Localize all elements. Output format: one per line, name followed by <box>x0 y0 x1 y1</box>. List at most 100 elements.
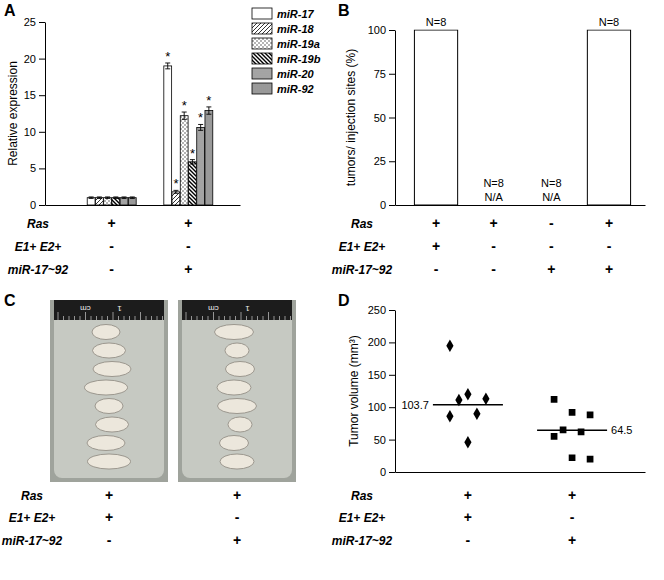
ruler-tick <box>285 316 286 320</box>
legend: miR-17miR-18miR-19amiR-19bmiR-20miR-92 <box>252 8 321 95</box>
ruler-tick <box>135 316 136 320</box>
ruler-label: cm <box>80 304 91 313</box>
ruler-tick <box>246 316 247 320</box>
ruler-tick <box>63 316 64 320</box>
y-tick-mark <box>389 375 395 376</box>
y-tick: 100 <box>368 401 395 413</box>
y-tick: 75 <box>374 68 395 80</box>
condition-value: - <box>434 261 439 277</box>
y-axis: 0255075100 <box>368 24 396 211</box>
legend-swatch <box>252 38 272 49</box>
error-bar <box>105 197 110 198</box>
y-tick: 5 <box>30 162 45 174</box>
legend-swatch <box>252 53 272 64</box>
condition-value: + <box>568 532 576 548</box>
panel-label: D <box>338 292 350 309</box>
condition-label: miR-17~92 <box>8 263 69 277</box>
significance: * <box>165 49 170 64</box>
y-tick-label: 250 <box>368 304 386 316</box>
ruler-tick <box>290 316 291 320</box>
x-axis <box>396 205 646 206</box>
y-tick-label: 25 <box>374 155 386 167</box>
legend-swatch <box>252 83 272 94</box>
bar <box>95 198 103 205</box>
bar <box>104 198 112 205</box>
n-label: N=8 <box>426 16 447 28</box>
x-axis <box>46 205 241 206</box>
ruler-tick <box>113 312 114 320</box>
tumor <box>93 343 126 358</box>
ruler-tick <box>252 316 253 320</box>
ruler-tick <box>129 316 130 320</box>
ruler-label: 1 <box>245 304 250 313</box>
condition-label: Ras <box>351 489 373 503</box>
y-tick-mark <box>389 74 395 75</box>
bar <box>120 198 128 205</box>
error-bar <box>122 197 127 198</box>
condition-value: + <box>464 509 472 525</box>
y-tick-mark <box>389 407 395 408</box>
ruler-tick <box>96 316 97 320</box>
bar <box>172 192 180 205</box>
y-tick-mark <box>39 95 45 96</box>
legend-label: miR-92 <box>277 83 314 95</box>
condition-label: Ras <box>351 217 373 231</box>
condition-value: - <box>466 532 471 548</box>
y-tick-mark <box>389 472 395 473</box>
y-tick: 10 <box>24 126 45 138</box>
dish <box>54 304 164 478</box>
ruler-tick <box>268 312 269 320</box>
y-tick-label: 100 <box>368 401 386 413</box>
ruler-tick <box>157 316 158 320</box>
ruler <box>54 300 164 320</box>
ruler-tick <box>274 316 275 320</box>
y-tick-label: 25 <box>24 16 36 28</box>
dish <box>182 304 292 478</box>
y-tick: 50 <box>374 434 395 446</box>
point <box>446 339 453 351</box>
y-tick: 250 <box>368 304 395 316</box>
condition-label: miR-17~92 <box>2 534 63 548</box>
bar <box>164 66 172 205</box>
condition-value: + <box>184 261 192 277</box>
y-tick-mark <box>39 59 45 60</box>
y-tick-mark <box>389 440 395 441</box>
legend-label: miR-18 <box>277 23 315 35</box>
error-bar <box>113 197 118 198</box>
bar <box>112 198 120 205</box>
y-tick-label: 0 <box>30 199 36 211</box>
y-tick: 200 <box>368 336 395 348</box>
y-tick: 0 <box>30 199 45 211</box>
ruler-tick <box>279 316 280 320</box>
y-tick-label: 0 <box>380 466 386 478</box>
point <box>482 393 489 405</box>
y-tick-label: 50 <box>374 112 386 124</box>
y-tick: 0 <box>380 466 395 478</box>
mean-line <box>537 429 607 431</box>
significance: * <box>190 146 195 161</box>
condition-value: + <box>108 215 116 231</box>
n-label: N=8 <box>541 177 562 189</box>
condition-value: + <box>605 261 613 277</box>
condition-value: - <box>186 238 191 254</box>
ruler-tick <box>74 316 75 320</box>
y-axis-line <box>395 31 396 206</box>
y-tick-mark <box>389 161 395 162</box>
y-tick-label: 15 <box>24 89 36 101</box>
legend-label: miR-19a <box>277 38 320 50</box>
panel-label: A <box>4 2 16 19</box>
y-tick: 50 <box>374 112 395 124</box>
ruler-tick <box>58 312 59 320</box>
y-tick-mark <box>389 310 395 311</box>
y-tick-mark <box>389 342 395 343</box>
condition-label: E1+ E2+ <box>9 511 56 525</box>
condition-value: - <box>491 261 496 277</box>
error-bar <box>182 112 187 119</box>
condition-value: - <box>109 238 114 254</box>
annotation: N/A <box>485 191 504 203</box>
y-tick: 25 <box>374 155 395 167</box>
y-tick-label: 200 <box>368 336 386 348</box>
ruler-tick <box>202 316 203 320</box>
y-tick: 15 <box>24 89 45 101</box>
panel-label: B <box>338 2 350 19</box>
